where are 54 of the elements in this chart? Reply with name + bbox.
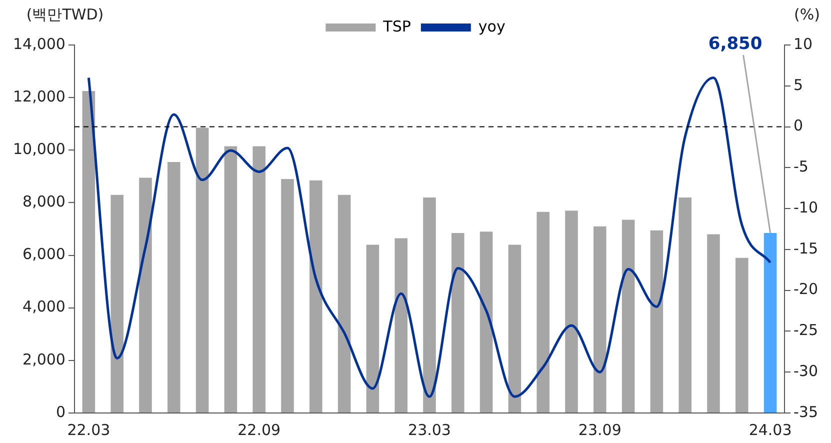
bar — [678, 197, 692, 412]
y2-tick-label: -10 — [794, 198, 818, 216]
legend-label: TSP — [382, 17, 411, 36]
y-tick-label: 2,000 — [22, 350, 66, 368]
bar — [480, 232, 493, 412]
bar — [366, 244, 380, 412]
y2-tick-label: -35 — [794, 402, 818, 421]
bar — [224, 146, 238, 412]
line-series — [87, 76, 772, 398]
y2-tick-label: -25 — [794, 321, 818, 340]
bar — [310, 180, 322, 412]
bar — [82, 91, 96, 412]
bar — [110, 194, 124, 412]
legend-label: yoy — [478, 17, 506, 36]
y-tick-label: 4,000 — [22, 298, 66, 316]
bar — [536, 212, 550, 412]
annotation: 6,850 — [708, 34, 762, 54]
bar — [508, 244, 522, 412]
bar — [707, 234, 720, 412]
bar — [452, 232, 464, 412]
y-axis-title: (백만TWD) — [26, 5, 104, 24]
bar — [736, 258, 748, 412]
y-tick-label: 10,000 — [12, 140, 66, 158]
bar — [423, 197, 436, 412]
y2-tick-label: 10 — [794, 34, 813, 53]
bar — [139, 178, 152, 412]
bar — [394, 238, 408, 412]
bar — [168, 162, 180, 412]
y2-tick-label: 5 — [794, 76, 804, 94]
y-tick-label: 6,000 — [22, 245, 66, 264]
x-tick-label: 23.03 — [408, 420, 451, 439]
y2-axis-title: (%) — [794, 5, 820, 24]
bar — [622, 220, 635, 412]
bar — [764, 232, 777, 412]
y-tick-label: 14,000 — [12, 34, 66, 53]
bar — [338, 194, 351, 412]
y2-tick-label: -30 — [794, 362, 818, 380]
bar — [565, 210, 578, 412]
y2-tick-label: 0 — [794, 116, 804, 135]
y2-tick-label: -20 — [794, 280, 818, 298]
y2-tick-label: -15 — [794, 239, 818, 258]
y-tick-label: 0 — [56, 402, 66, 421]
bar — [281, 179, 294, 412]
bar — [196, 128, 209, 412]
x-tick-label: 22.09 — [238, 420, 281, 439]
y-tick-label: 8,000 — [22, 192, 66, 211]
y2-tick-label: -5 — [794, 158, 808, 176]
bar — [650, 230, 664, 412]
x-tick-label: 23.09 — [578, 420, 622, 439]
bar — [594, 226, 606, 412]
x-tick-label: 22.03 — [67, 420, 110, 439]
y-tick-label: 12,000 — [12, 87, 66, 106]
bar — [252, 146, 266, 412]
x-tick-label: 24.03 — [748, 420, 792, 439]
